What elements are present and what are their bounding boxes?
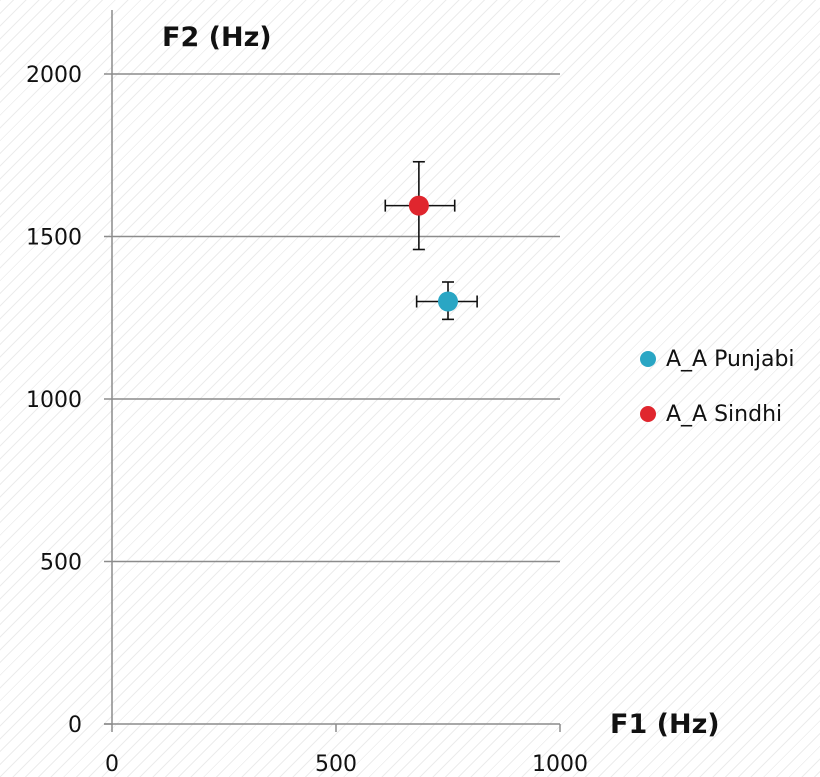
point-a-a-sindhi [408, 195, 429, 216]
point-a-a-punjabi [438, 291, 458, 312]
series-a-a-punjabi [415, 281, 478, 321]
legend-marker-a-a-punjabi [640, 351, 656, 367]
y-tick-label-500: 500 [40, 551, 82, 576]
legend-item-a-a-sindhi: A_A Sindhi [640, 402, 782, 427]
legend-label-a-a-punjabi: A_A Punjabi [666, 347, 795, 372]
x-tick-label-0: 0 [105, 752, 119, 777]
axes [104, 10, 561, 732]
x-tick-label-1000: 1000 [532, 752, 588, 777]
y-axis-title: F2 (Hz) [162, 22, 272, 53]
y-tick-label-2000: 2000 [26, 63, 82, 88]
y-tick-label-1000: 1000 [26, 388, 82, 413]
legend-item-a-a-punjabi: A_A Punjabi [640, 347, 795, 372]
y-tick-label-1500: 1500 [26, 226, 82, 251]
x-tick-label-500: 500 [315, 752, 357, 777]
grid-lines [112, 73, 560, 563]
data-points [384, 160, 478, 321]
legend-marker-a-a-sindhi [640, 406, 656, 422]
y-tick-label-0: 0 [68, 713, 82, 738]
legend: A_A Punjabi A_A Sindhi [640, 347, 795, 427]
series-a-a-sindhi [384, 160, 456, 251]
tick-labels: 0 500 1000 1500 2000 0 500 1000 [26, 63, 588, 777]
x-axis-title: F1 (Hz) [610, 709, 720, 740]
legend-label-a-a-sindhi: A_A Sindhi [666, 402, 782, 427]
